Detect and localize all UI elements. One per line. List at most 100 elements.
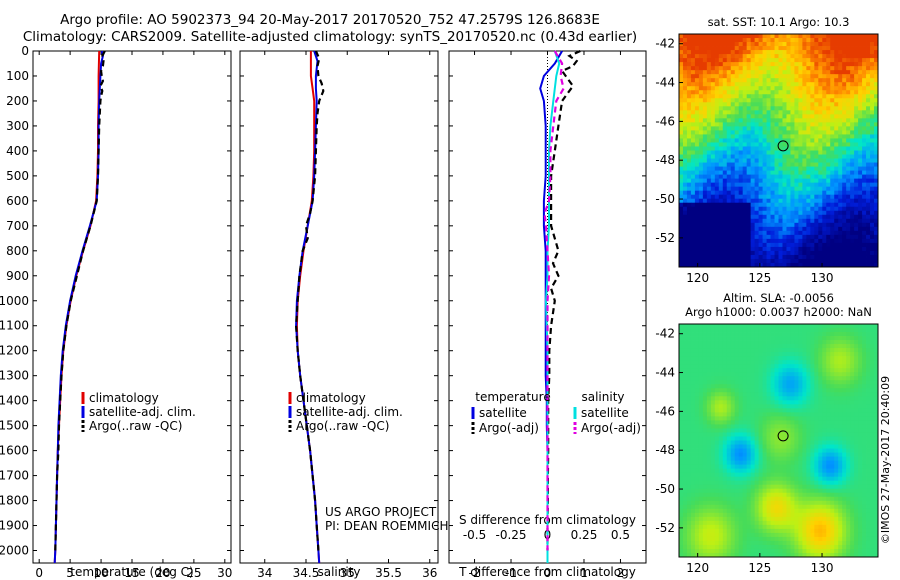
map-cell (826, 336, 831, 341)
map-cell (774, 380, 779, 385)
map-cell (810, 102, 815, 107)
map-cell (874, 190, 879, 196)
map-cell (874, 86, 879, 91)
map-cell (850, 110, 855, 115)
map-cell (702, 214, 708, 220)
map-cell (702, 98, 708, 103)
map-cell (838, 110, 843, 115)
map-cell (862, 258, 867, 264)
map-cell (710, 360, 716, 365)
map-cell (786, 364, 791, 369)
map-cell (730, 102, 736, 107)
map-cell (774, 328, 779, 333)
map-cell (750, 352, 756, 357)
map-cell (698, 82, 704, 87)
map-cell (738, 388, 744, 393)
map-cell (738, 130, 744, 135)
map-cell (766, 336, 771, 341)
map-cell (698, 448, 704, 453)
map-cell (858, 78, 863, 83)
map-cell (790, 82, 795, 87)
series-line-3 (294, 50, 325, 551)
map-cell (742, 436, 748, 441)
map-cell (822, 42, 827, 47)
map-cell (686, 380, 692, 385)
map-cell (710, 368, 716, 373)
map-cell (838, 400, 843, 405)
map-cell (782, 372, 787, 377)
map-cell (790, 66, 795, 71)
map-cell (798, 110, 803, 115)
map-cell (826, 332, 831, 337)
map-cell (706, 360, 712, 365)
map-cell (826, 456, 831, 461)
map-cell (862, 198, 867, 204)
map-cell (774, 440, 779, 445)
map-cell (834, 412, 839, 417)
map-cell (826, 110, 831, 115)
map-cell (806, 416, 811, 421)
map-cell (798, 436, 803, 441)
map-cell (750, 166, 756, 171)
map-cell (806, 46, 811, 51)
map-cell (858, 118, 863, 123)
map-cell (834, 90, 839, 95)
map-cell (694, 460, 700, 466)
map-cell (866, 242, 871, 248)
map-cell (830, 324, 835, 329)
map-cell (810, 324, 815, 329)
map-cell (762, 166, 767, 171)
map-cell (770, 258, 775, 264)
map-cell (870, 364, 875, 369)
map-cell (818, 218, 823, 224)
map-cell (706, 340, 712, 345)
map-cell (758, 90, 763, 95)
map-cell (858, 210, 863, 216)
map-cell (698, 376, 704, 381)
map-cell (718, 126, 724, 131)
map-cell (714, 70, 720, 75)
map-cell (854, 66, 859, 71)
map-cell (754, 348, 759, 353)
map-cell (710, 126, 716, 131)
map-cell (746, 420, 752, 425)
map-cell (814, 158, 819, 163)
map-cell (679, 106, 684, 111)
map-cell (818, 114, 823, 119)
map-cell (694, 122, 700, 127)
map-cell (798, 356, 803, 361)
map-cell (762, 440, 767, 445)
map-cell (742, 420, 748, 425)
map-cell (850, 348, 855, 353)
map-cell (766, 202, 771, 208)
map-cell (742, 214, 748, 220)
map-cell (862, 380, 867, 385)
map-cell (738, 404, 744, 409)
map-cell (702, 46, 708, 51)
map-cell (706, 404, 712, 409)
map-cell (730, 106, 736, 111)
map-cell (686, 408, 692, 413)
map-cell (754, 262, 759, 268)
map-cell (738, 190, 744, 196)
map-cell (874, 142, 879, 147)
map-cell (822, 86, 827, 91)
depth-tick-label: 1600 (0, 444, 29, 458)
map-cell (858, 356, 863, 361)
map-cell (854, 34, 859, 39)
map-cell (830, 70, 835, 75)
map-cell (770, 416, 775, 421)
map-cell (750, 42, 756, 47)
map-cell (698, 344, 704, 349)
map-cell (734, 146, 740, 151)
map-cell (750, 384, 756, 389)
map-cell (750, 324, 756, 329)
map-cell (870, 66, 875, 71)
map-cell (686, 114, 692, 119)
map-cell (762, 368, 767, 373)
map-cell (822, 420, 827, 425)
map-cell (854, 154, 859, 159)
map-cell (730, 348, 736, 353)
map-cell (770, 34, 775, 39)
map-cell (706, 392, 712, 397)
